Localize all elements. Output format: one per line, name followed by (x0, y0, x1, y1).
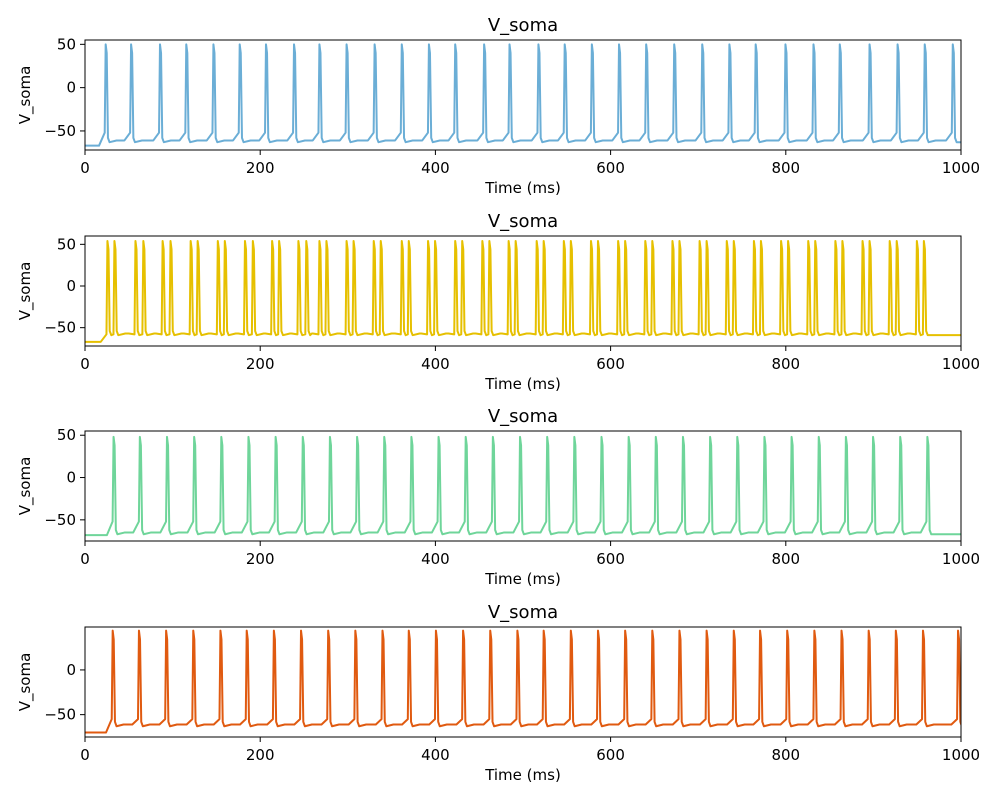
y-tick-label: −50 (44, 706, 76, 724)
subplot-1: 0 200 400 600 800 1000 −50 0 50 V_soma Time (ms) V_… (16, 15, 980, 197)
x-axis-label: Time (ms) (484, 375, 561, 393)
x-axis-label: Time (ms) (484, 179, 561, 197)
x-tick-label: 200 (246, 550, 275, 568)
chart-title: V_soma (488, 15, 558, 36)
x-tick-label: 400 (421, 746, 450, 764)
y-axis-label: V_soma (16, 457, 35, 516)
x-tick-label: 600 (596, 159, 625, 177)
y-tick-label: 0 (66, 469, 76, 487)
x-tick-label: 800 (771, 159, 800, 177)
axes-frame (84, 39, 962, 151)
x-tick-label: 0 (80, 159, 90, 177)
chart-title: V_soma (488, 211, 558, 232)
x-tick-label: 0 (80, 355, 90, 373)
subplot-4: 0 200 400 600 800 1000 −50 0 V_soma Time (ms) V_so… (16, 602, 980, 784)
x-tick-label: 800 (771, 355, 800, 373)
chart-title: V_soma (488, 602, 558, 623)
x-tick-label: 1000 (942, 355, 980, 373)
y-tick-label: 50 (57, 35, 76, 53)
x-tick-label: 0 (80, 746, 90, 764)
series-line-1 (85, 43, 961, 147)
x-tick-label: 1000 (942, 746, 980, 764)
y-tick-label: −50 (44, 319, 76, 337)
x-axis-label: Time (ms) (484, 766, 561, 784)
series-line-1 (85, 629, 961, 734)
axes-frame (84, 626, 962, 738)
x-tick-label: 400 (421, 355, 450, 373)
subplot-3: 0 200 400 600 800 1000 −50 0 50 V_soma Time (ms) V_… (16, 406, 980, 588)
series-line-1 (85, 435, 961, 537)
x-tick-label: 400 (421, 159, 450, 177)
y-tick-label: 0 (66, 277, 76, 295)
x-axis-label: Time (ms) (484, 570, 561, 588)
y-tick-label: 50 (57, 235, 76, 253)
x-tick-label: 1000 (942, 159, 980, 177)
y-axis-label: V_soma (16, 262, 35, 321)
x-tick-label: 800 (771, 550, 800, 568)
y-tick-label: 50 (57, 426, 76, 444)
y-tick-label: −50 (44, 511, 76, 529)
y-axis-label: V_soma (16, 653, 35, 712)
y-tick-label: 0 (66, 79, 76, 97)
chart-title: V_soma (488, 406, 558, 427)
axes-frame (84, 430, 962, 542)
y-axis-label: V_soma (16, 66, 35, 125)
x-tick-label: 600 (596, 746, 625, 764)
series-line-1 (85, 240, 961, 343)
x-tick-label: 1000 (942, 550, 980, 568)
axes-frame (84, 235, 962, 347)
x-tick-label: 800 (771, 746, 800, 764)
x-tick-label: 200 (246, 159, 275, 177)
x-tick-label: 200 (246, 355, 275, 373)
y-tick-label: −50 (44, 122, 76, 140)
x-tick-label: 400 (421, 550, 450, 568)
y-tick-label: 0 (66, 661, 76, 679)
x-tick-label: 0 (80, 550, 90, 568)
x-tick-label: 200 (246, 746, 275, 764)
x-tick-label: 600 (596, 355, 625, 373)
x-tick-label: 600 (596, 550, 625, 568)
